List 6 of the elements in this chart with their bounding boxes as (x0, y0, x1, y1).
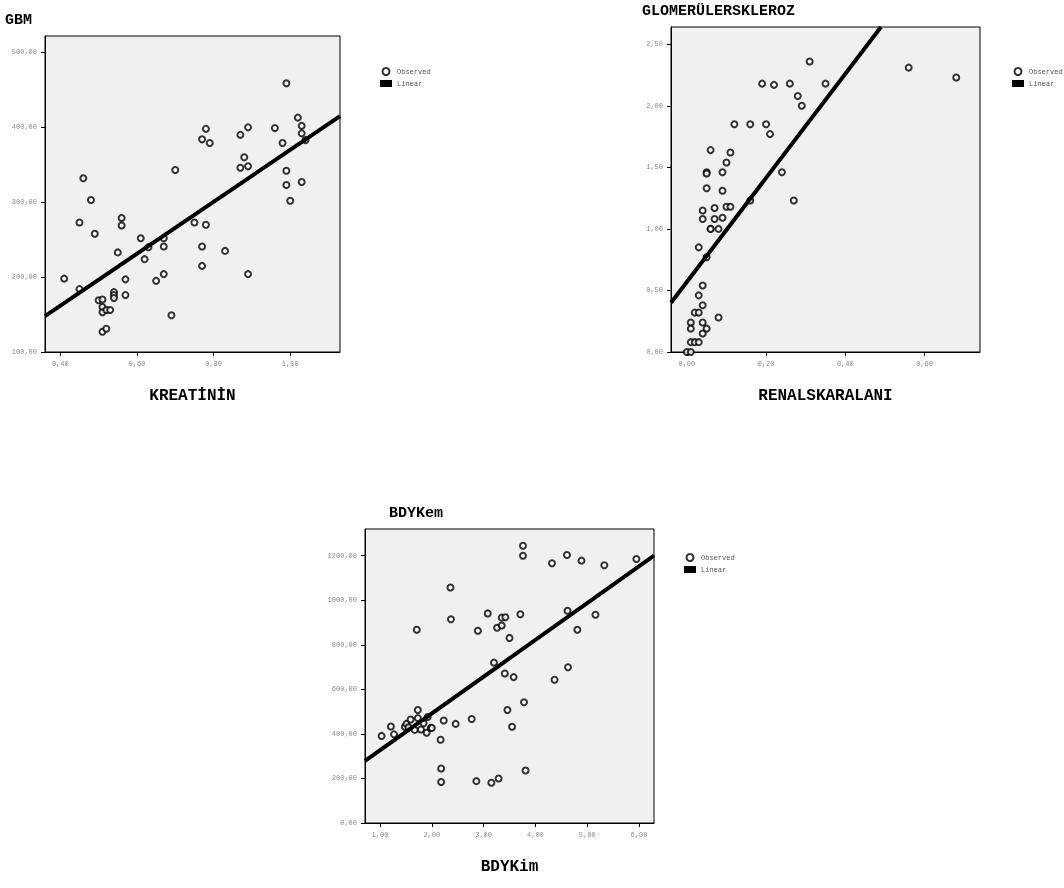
y-axis-title: GLOMERÜLERSKLEROZ (642, 3, 796, 20)
x-axis-title: KREATİNİN (149, 387, 236, 405)
x-axis-title: BDYKim (480, 858, 539, 876)
y-axis-title: GBM (5, 12, 33, 29)
x-axis-title: RENALSKARALANI (758, 387, 893, 405)
y-axis-title: BDYKem (389, 505, 444, 522)
